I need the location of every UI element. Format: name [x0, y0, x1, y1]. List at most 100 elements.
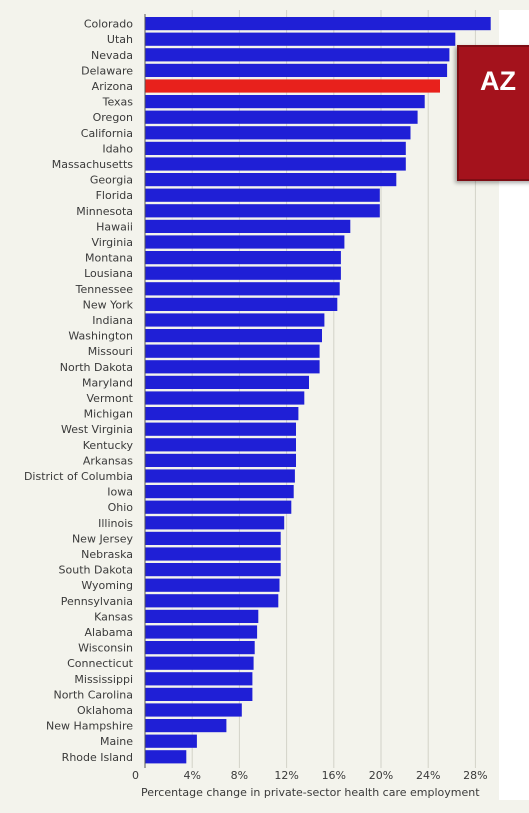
- bar: [145, 219, 351, 233]
- bar: [145, 344, 320, 358]
- category-label: Massachusetts: [52, 158, 134, 171]
- bar: [145, 453, 296, 467]
- bar: [145, 48, 450, 62]
- category-label: Michigan: [84, 408, 133, 421]
- bar: [145, 438, 296, 452]
- category-label: Texas: [102, 96, 134, 109]
- category-label: Utah: [107, 33, 133, 46]
- category-label: Wisconsin: [78, 642, 133, 655]
- category-label: District of Columbia: [24, 470, 133, 483]
- category-label: Arizona: [92, 80, 133, 93]
- category-label: Wyoming: [81, 579, 133, 592]
- category-label: Pennsylvania: [61, 595, 133, 608]
- bar: [145, 157, 406, 171]
- bar: [145, 17, 491, 31]
- bar: [145, 32, 456, 46]
- bar: [145, 547, 281, 561]
- category-label: Florida: [96, 189, 133, 202]
- x-tick-label: 20%: [369, 769, 393, 782]
- category-label: Indiana: [92, 314, 133, 327]
- category-label: South Dakota: [59, 564, 133, 577]
- bar: [145, 204, 380, 218]
- category-label: New York: [83, 298, 134, 311]
- bar: [145, 531, 281, 545]
- category-label: Montana: [85, 252, 133, 265]
- bar: [145, 719, 227, 733]
- bar: [145, 594, 279, 608]
- bar: [145, 672, 253, 686]
- category-label: Idaho: [102, 142, 133, 155]
- bar: [145, 734, 197, 748]
- bar: [145, 391, 305, 405]
- bar: [145, 360, 320, 374]
- category-label: Nevada: [91, 49, 133, 62]
- bar: [145, 687, 253, 701]
- x-tick-label: 4%: [183, 769, 200, 782]
- category-label: Maryland: [82, 376, 133, 389]
- category-label: Lousiana: [84, 267, 133, 280]
- category-label: Minnesota: [76, 205, 133, 218]
- x-tick-label: 24%: [416, 769, 440, 782]
- bar: [145, 469, 295, 483]
- category-label: North Carolina: [53, 688, 133, 701]
- bar: [145, 625, 258, 639]
- category-label: Oregon: [93, 111, 133, 124]
- bar: [145, 313, 325, 327]
- bar: [145, 422, 296, 436]
- bar: [145, 141, 406, 155]
- state-labels: Colorado Utah Nevada Delaware Arizona Texas Or…: [24, 18, 134, 764]
- bar: [145, 563, 281, 577]
- bar: [145, 578, 280, 592]
- bar: [145, 329, 322, 343]
- category-label: Maine: [100, 735, 133, 748]
- x-tick-label: 0: [132, 769, 139, 782]
- category-label: Oklahoma: [77, 704, 133, 717]
- bar: [145, 703, 242, 717]
- category-label: Nebraska: [81, 548, 133, 561]
- bar: [145, 173, 397, 187]
- category-label: Delaware: [81, 64, 133, 77]
- bar: [145, 516, 285, 530]
- bar: [145, 251, 341, 265]
- x-tick-labels: 0 4% 8% 12% 16% 20% 24% 28%: [132, 769, 488, 782]
- category-label: Washington: [68, 330, 133, 343]
- category-label: Vermont: [87, 392, 134, 405]
- category-label: Hawaii: [96, 220, 133, 233]
- bar: [145, 126, 411, 140]
- bars: [145, 17, 491, 764]
- x-tick-label: 16%: [322, 769, 346, 782]
- category-label: Virginia: [92, 236, 133, 249]
- bar: [145, 500, 292, 514]
- category-label: Iowa: [107, 486, 133, 499]
- category-label: West Virginia: [61, 423, 133, 436]
- category-label: Connecticut: [67, 657, 134, 670]
- bar: [145, 407, 299, 421]
- category-label: Ohio: [108, 501, 134, 514]
- category-label: Colorado: [84, 18, 133, 31]
- bar-highlight: [145, 79, 440, 93]
- bar: [145, 110, 418, 124]
- bar: [145, 235, 345, 249]
- category-label: California: [81, 127, 133, 140]
- category-label: Rhode Island: [62, 751, 133, 764]
- category-label: Missouri: [88, 345, 133, 358]
- category-label: Illinois: [98, 517, 133, 530]
- category-label: Kentucky: [83, 439, 134, 452]
- x-tick-label: 12%: [274, 769, 298, 782]
- callout-box: [457, 45, 529, 181]
- callout-label: AZ: [480, 66, 516, 96]
- bar: [145, 63, 448, 77]
- bar: [145, 609, 259, 623]
- bar: [145, 656, 254, 670]
- bar: [145, 375, 309, 389]
- category-label: New Hampshire: [46, 720, 133, 733]
- category-label: Mississippi: [74, 673, 133, 686]
- bar: [145, 750, 187, 764]
- bar: [145, 641, 255, 655]
- category-label: New Jersey: [72, 532, 134, 545]
- category-label: Tennessee: [75, 283, 134, 296]
- bar: [145, 485, 294, 499]
- x-axis-label: Percentage change in private-sector heal…: [141, 786, 480, 799]
- bar: [145, 188, 380, 202]
